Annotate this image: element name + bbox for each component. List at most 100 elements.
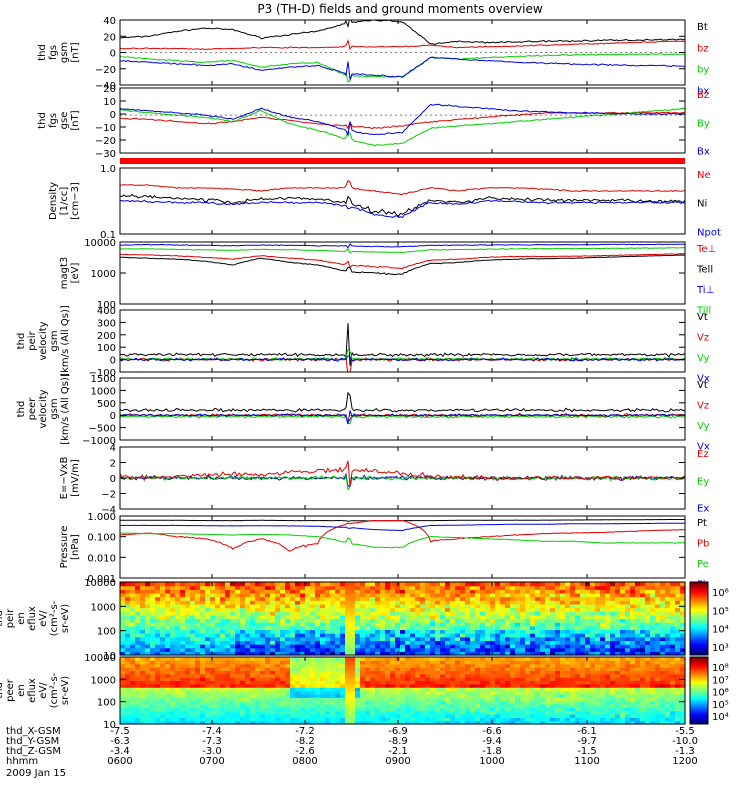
heatmap-cell xyxy=(560,614,566,620)
series-group xyxy=(120,460,685,491)
heatmap-cell xyxy=(610,582,616,587)
heatmap-cell xyxy=(175,670,181,675)
heatmap-cell xyxy=(365,647,371,652)
heatmap-cell xyxy=(465,596,471,601)
heatmap-cell xyxy=(585,589,591,594)
heatmap-cell xyxy=(260,592,266,598)
heatmap-cell xyxy=(660,707,666,712)
heatmap-cell xyxy=(330,720,336,725)
heatmap-cell xyxy=(360,720,366,725)
heatmap-cell xyxy=(385,629,391,634)
heatmap-cell xyxy=(440,603,446,609)
heatmap-cell xyxy=(145,657,151,661)
heatmap-cell xyxy=(195,670,201,675)
heatmap-cell xyxy=(205,618,211,623)
heatmap-cell xyxy=(625,700,631,705)
heatmap-cell xyxy=(405,720,411,725)
colorbar-cell xyxy=(690,697,708,700)
heatmap-cell xyxy=(330,600,336,605)
heatmap-cell xyxy=(320,607,326,612)
heatmap-cell xyxy=(360,670,366,675)
heatmap-cell xyxy=(450,680,456,685)
legend-entry: Bz xyxy=(697,90,709,101)
y-tick-label: 1000 xyxy=(91,386,116,397)
heatmap-cell xyxy=(360,625,366,631)
heatmap-cell xyxy=(355,582,361,587)
heatmap-cell xyxy=(605,697,611,702)
heatmap-cell xyxy=(120,636,126,641)
heatmap-cell xyxy=(360,703,366,708)
heatmap-cell xyxy=(290,582,296,587)
heatmap-cell xyxy=(450,687,456,692)
heatmap-cell xyxy=(260,663,266,668)
heatmap-cell xyxy=(225,625,231,631)
colorbar-cell xyxy=(690,672,708,676)
heatmap-cell xyxy=(235,680,241,685)
heatmap-cell xyxy=(495,633,501,638)
heatmap-cell xyxy=(415,717,421,722)
heatmap-cell xyxy=(190,636,196,641)
heatmap-cell xyxy=(600,607,606,612)
heatmap-cell xyxy=(225,683,231,688)
heatmap-cell xyxy=(280,625,286,631)
heatmap-cell xyxy=(240,707,246,712)
heatmap-cell xyxy=(525,693,531,698)
heatmap-cell xyxy=(435,596,441,601)
heatmap-cell xyxy=(125,633,131,638)
heatmap-cell xyxy=(120,607,126,612)
heatmap-cell xyxy=(175,673,181,678)
heatmap-cell xyxy=(635,667,641,671)
heatmap-cell xyxy=(200,582,206,587)
heatmap-cell xyxy=(460,625,466,631)
colorbar-cell xyxy=(690,650,708,654)
heatmap-cell xyxy=(355,647,361,652)
heatmap-cell xyxy=(435,700,441,705)
heatmap-cell xyxy=(295,644,301,649)
heatmap-cell xyxy=(655,618,661,623)
heatmap-cell xyxy=(640,710,646,715)
heatmap-cell xyxy=(260,618,266,623)
heatmap-cell xyxy=(595,703,601,708)
heatmap-cell xyxy=(360,622,366,627)
heatmap-cell xyxy=(580,660,586,665)
heatmap-cell xyxy=(185,636,191,641)
heatmap-cell xyxy=(455,667,461,671)
heatmap-cell xyxy=(295,717,301,722)
heatmap-cell xyxy=(565,700,571,705)
heatmap-cell xyxy=(210,640,216,645)
heatmap-cell xyxy=(230,690,236,695)
heatmap-cell xyxy=(630,633,636,638)
heatmap-cell xyxy=(615,651,621,656)
heatmap-cell xyxy=(375,673,381,678)
heatmap-cell xyxy=(280,687,286,692)
heatmap-cell xyxy=(415,640,421,645)
heatmap-cell xyxy=(405,680,411,685)
heatmap-cell xyxy=(200,707,206,712)
heatmap-cell xyxy=(440,673,446,678)
y-tick-label: 100 xyxy=(97,300,116,311)
heatmap-cell xyxy=(540,700,546,705)
heatmap-cell xyxy=(245,707,251,712)
heatmap-cell xyxy=(455,703,461,708)
heatmap-cell xyxy=(240,629,246,634)
heatmap-cell xyxy=(510,629,516,634)
heatmap-cell xyxy=(445,707,451,712)
heatmap-cell xyxy=(660,687,666,692)
heatmap-cell xyxy=(450,644,456,649)
heatmap-cell xyxy=(585,670,591,675)
heatmap-cell xyxy=(120,710,126,715)
heatmap-cell xyxy=(210,614,216,620)
heatmap-cell xyxy=(455,592,461,598)
y-axis-label: velocity xyxy=(38,389,49,428)
y-tick-label: 0.1 xyxy=(100,230,116,241)
heatmap-cell xyxy=(140,625,146,631)
heatmap-cell xyxy=(230,713,236,718)
heatmap-cell xyxy=(390,657,396,661)
heatmap-cell xyxy=(360,687,366,692)
heatmap-cell xyxy=(625,647,631,652)
heatmap-cell xyxy=(120,707,126,712)
series-group xyxy=(120,179,685,219)
heatmap-cell xyxy=(650,640,656,645)
heatmap-cell xyxy=(145,618,151,623)
heatmap-cell xyxy=(260,622,266,627)
